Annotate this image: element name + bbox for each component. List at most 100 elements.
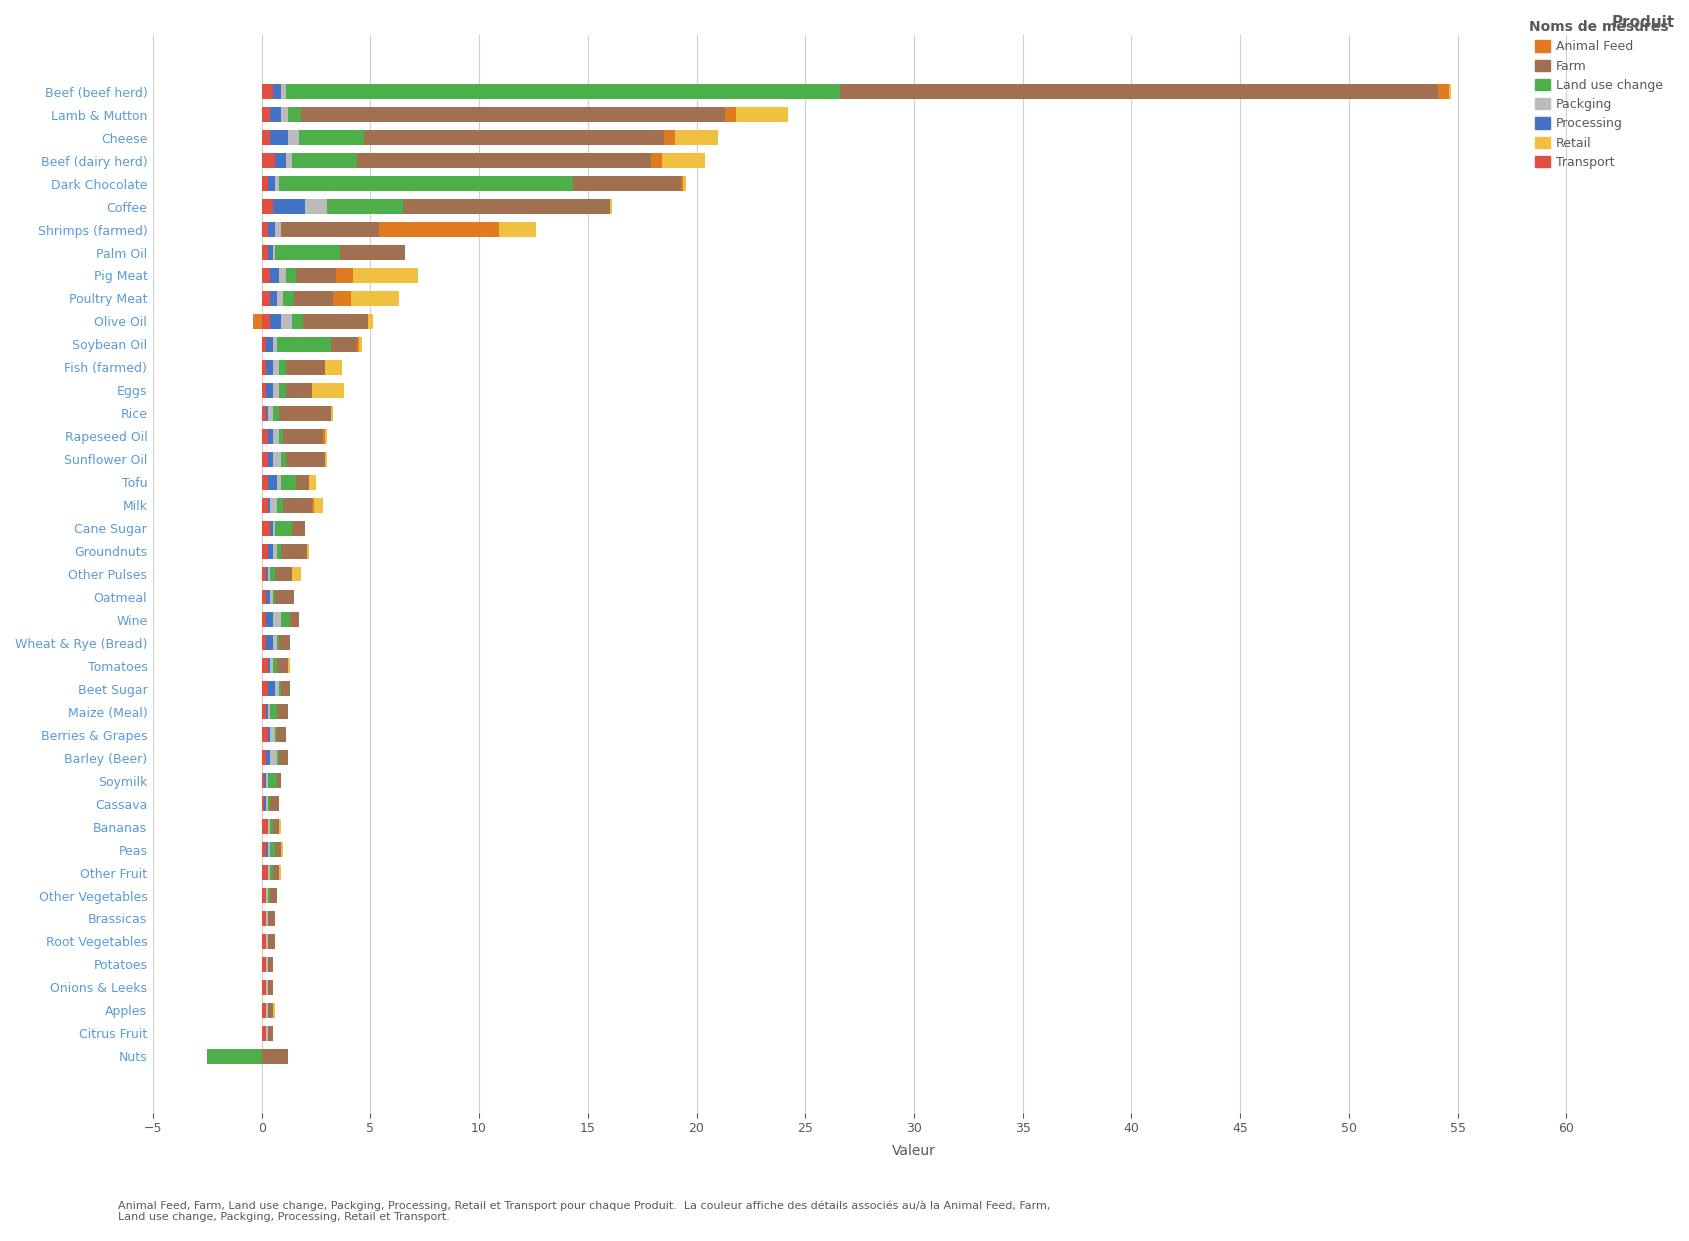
Bar — [272, 521, 275, 536]
Bar — [262, 336, 265, 352]
Bar — [265, 589, 270, 604]
Bar — [275, 244, 339, 259]
Bar — [262, 773, 263, 788]
Bar — [262, 199, 272, 213]
Bar — [262, 475, 269, 490]
Bar — [262, 1049, 287, 1064]
Bar — [262, 428, 269, 444]
Bar — [339, 244, 405, 259]
Bar — [682, 176, 686, 191]
Bar — [265, 980, 269, 995]
Bar — [324, 360, 341, 375]
Bar — [296, 475, 309, 490]
Legend: Animal Feed, Farm, Land use change, Packging, Processing, Retail, Transport: Animal Feed, Farm, Land use change, Pack… — [1529, 20, 1667, 169]
Bar — [272, 244, 275, 259]
Bar — [302, 314, 368, 329]
Bar — [262, 222, 269, 237]
Bar — [664, 130, 674, 145]
Bar — [324, 428, 326, 444]
Bar — [262, 613, 265, 628]
Bar — [275, 843, 280, 858]
Bar — [269, 1003, 272, 1018]
Bar — [270, 521, 272, 536]
Bar — [269, 681, 275, 696]
Bar — [262, 176, 269, 191]
Bar — [1447, 84, 1451, 99]
Bar — [280, 452, 285, 467]
Bar — [356, 153, 650, 168]
Bar — [269, 659, 270, 674]
Bar — [262, 751, 265, 766]
Bar — [262, 498, 269, 513]
Bar — [262, 360, 265, 375]
Bar — [269, 498, 270, 513]
Bar — [262, 797, 263, 812]
Bar — [277, 544, 280, 558]
Bar — [280, 544, 307, 558]
Bar — [735, 107, 787, 122]
Bar — [262, 681, 269, 696]
Bar — [270, 498, 277, 513]
Bar — [277, 659, 287, 674]
Bar — [356, 336, 360, 352]
Bar — [269, 865, 270, 880]
Bar — [272, 544, 277, 558]
Bar — [269, 727, 270, 742]
Bar — [270, 268, 279, 283]
Bar — [279, 751, 287, 766]
Bar — [265, 705, 269, 720]
Bar — [262, 84, 272, 99]
Bar — [351, 290, 399, 307]
Bar — [309, 475, 316, 490]
Bar — [270, 819, 272, 834]
Bar — [287, 107, 301, 122]
Bar — [272, 659, 277, 674]
Bar — [279, 681, 280, 696]
Bar — [269, 544, 272, 558]
Bar — [1437, 84, 1447, 99]
Bar — [285, 153, 292, 168]
Bar — [269, 244, 272, 259]
Text: Produit: Produit — [1611, 15, 1674, 30]
Bar — [280, 314, 292, 329]
Bar — [280, 613, 291, 628]
Bar — [265, 1026, 269, 1041]
Bar — [265, 613, 272, 628]
Bar — [681, 176, 682, 191]
Bar — [270, 589, 272, 604]
X-axis label: Valeur: Valeur — [892, 1144, 936, 1158]
Bar — [270, 797, 279, 812]
Bar — [292, 567, 301, 582]
Bar — [610, 199, 611, 213]
Bar — [272, 635, 277, 650]
Bar — [280, 843, 284, 858]
Bar — [378, 222, 498, 237]
Bar — [269, 567, 270, 582]
Bar — [262, 1003, 265, 1018]
Bar — [272, 865, 279, 880]
Bar — [331, 406, 333, 421]
Bar — [402, 199, 610, 213]
Bar — [263, 773, 265, 788]
Bar — [262, 659, 269, 674]
Bar — [269, 773, 277, 788]
Bar — [262, 1026, 265, 1041]
Bar — [265, 934, 269, 949]
Bar — [279, 176, 573, 191]
Bar — [275, 176, 279, 191]
Bar — [262, 911, 265, 926]
Bar — [287, 130, 299, 145]
Bar — [269, 911, 275, 926]
Bar — [331, 336, 356, 352]
Bar — [272, 613, 280, 628]
Bar — [311, 498, 314, 513]
Bar — [280, 84, 285, 99]
Bar — [296, 268, 336, 283]
Bar — [270, 659, 272, 674]
Bar — [650, 153, 662, 168]
Bar — [277, 727, 285, 742]
Bar — [269, 176, 275, 191]
Bar — [269, 452, 272, 467]
Bar — [262, 865, 269, 880]
Bar — [269, 222, 275, 237]
